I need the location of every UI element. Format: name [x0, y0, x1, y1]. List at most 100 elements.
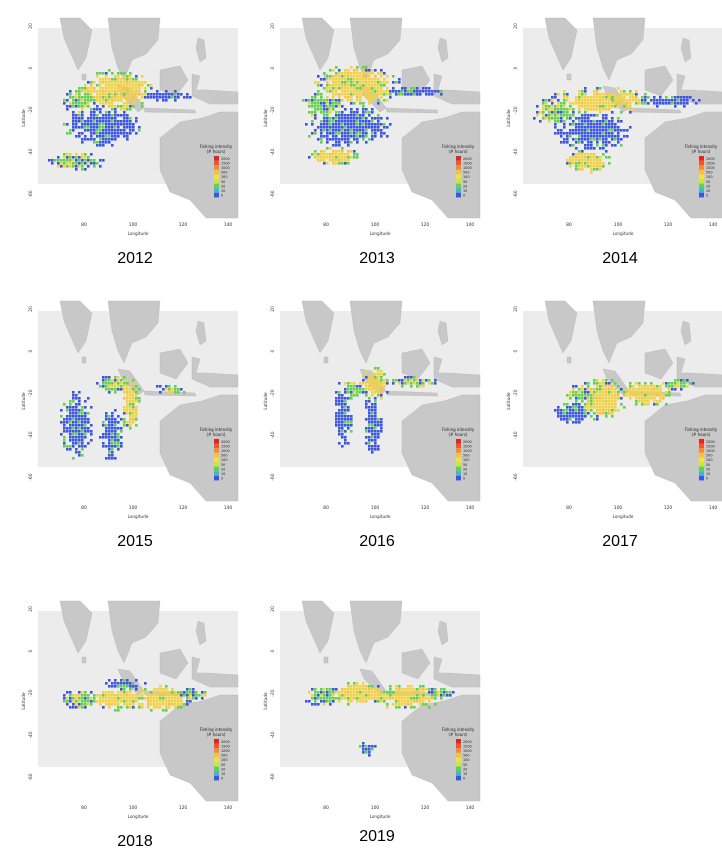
legend-swatch — [214, 775, 219, 781]
x-tick-label: 120 — [179, 805, 188, 811]
fishing-effort-layer — [335, 367, 437, 454]
x-tick-label: 120 — [664, 222, 673, 228]
year-map-panel: Fishing intensity (# hours) 2000 1500 1000 50… — [262, 583, 492, 863]
legend-label: 500 — [221, 171, 227, 175]
land-mass — [544, 17, 578, 71]
year-label: 2013 — [359, 250, 395, 267]
x-tick-label: 140 — [709, 505, 718, 511]
y-tick-label: 20 — [28, 306, 34, 312]
legend-swatch — [214, 183, 219, 189]
year-label: 2016 — [359, 533, 395, 550]
y-axis-label: Latitude — [263, 109, 268, 127]
legend-swatch — [699, 165, 704, 170]
year-map-panel: Fishing intensity (# hours) 2000 1500 1000 50… — [262, 0, 492, 280]
legend-title: Fishing intensity — [200, 144, 233, 149]
y-tick-label: -20 — [28, 106, 34, 113]
y-tick-label: -40 — [513, 148, 519, 155]
legend-swatch — [214, 771, 219, 776]
legend-swatch — [456, 183, 461, 189]
legend-swatch — [699, 174, 704, 179]
year-label: 2012 — [117, 250, 153, 267]
legend-label: 100 — [463, 758, 469, 762]
legend-label: 1000 — [706, 166, 715, 170]
legend-label: 50 — [706, 180, 710, 184]
y-tick-label: -40 — [28, 731, 34, 738]
legend-swatch — [456, 452, 461, 458]
legend-swatch — [214, 165, 219, 170]
legend-label: 100 — [221, 458, 227, 462]
fishing-intensity-map: Fishing intensity (# hours) 2000 1500 1000 50… — [505, 283, 722, 523]
legend-label: 20 — [463, 184, 467, 188]
legend-label: 2000 — [221, 740, 230, 744]
legend-label: 20 — [463, 767, 467, 771]
fishing-intensity-legend: Fishing intensity(# hours)20001500100050… — [200, 427, 233, 481]
legend-swatch — [699, 466, 704, 472]
year-label: 2019 — [359, 828, 395, 845]
legend-swatch — [699, 179, 704, 184]
legend-swatch — [456, 743, 461, 749]
x-axis-label: Longitude — [370, 231, 391, 236]
land-mass — [437, 37, 449, 63]
x-tick-label: 80 — [81, 222, 87, 228]
fishing-effort-layer — [302, 66, 443, 165]
land-mass — [107, 600, 161, 664]
legend-swatch — [699, 439, 704, 444]
legend-swatch — [699, 156, 704, 161]
legend-label: 0 — [221, 477, 223, 481]
fishing-effort-layer — [533, 87, 701, 174]
legend-subtitle: (# hours) — [692, 432, 711, 437]
y-tick-label: -20 — [28, 689, 34, 696]
year-map-panel: Fishing intensity (# hours) 2000 1500 1000 50… — [505, 0, 722, 280]
fishing-effort-layer — [60, 376, 186, 460]
y-tick-label: -40 — [270, 431, 276, 438]
y-tick-label: -60 — [28, 190, 34, 197]
legend-swatch — [214, 739, 219, 744]
legend-label: 1500 — [221, 744, 230, 748]
y-axis-label: Latitude — [263, 392, 268, 410]
legend-swatch — [699, 471, 704, 476]
legend-label: 1500 — [463, 444, 472, 448]
legend-swatch — [699, 183, 704, 189]
land-mass — [191, 73, 239, 105]
land-mass — [195, 37, 207, 63]
legend-swatch — [456, 448, 461, 453]
x-tick-label: 100 — [129, 805, 138, 811]
x-tick-label: 120 — [421, 805, 430, 811]
land-mass — [401, 348, 431, 380]
land-mass — [433, 656, 481, 688]
fishing-intensity-map: Fishing intensity (# hours) 2000 1500 1000 50… — [20, 0, 250, 240]
legend-label: 50 — [221, 763, 225, 767]
y-tick-label: 20 — [270, 306, 276, 312]
legend-swatch — [456, 165, 461, 170]
legend-label: 20 — [221, 467, 225, 471]
year-label: 2015 — [117, 533, 153, 550]
legend-label: 500 — [221, 454, 227, 458]
legend-label: 1000 — [463, 166, 472, 170]
x-axis-label: Longitude — [613, 514, 634, 519]
land-mass — [433, 73, 481, 105]
legend-label: 20 — [463, 467, 467, 471]
legend-swatch — [214, 752, 219, 758]
x-tick-label: 80 — [323, 505, 329, 511]
legend-swatch — [456, 174, 461, 179]
legend-label: 500 — [706, 171, 712, 175]
legend-subtitle: (# hours) — [449, 432, 468, 437]
legend-label: 100 — [463, 175, 469, 179]
y-axis-label: Latitude — [506, 392, 511, 410]
legend-swatch — [456, 757, 461, 762]
legend-swatch — [699, 475, 704, 481]
legend-label: 20 — [221, 767, 225, 771]
legend-label: 50 — [221, 463, 225, 467]
x-tick-label: 120 — [421, 222, 430, 228]
x-tick-label: 100 — [371, 805, 380, 811]
legend-swatch — [214, 748, 219, 753]
y-tick-label: -60 — [513, 190, 519, 197]
y-tick-label: 20 — [270, 23, 276, 29]
legend-label: 10 — [463, 772, 467, 776]
y-tick-label: -60 — [270, 473, 276, 480]
year-map-panel: Fishing intensity (# hours) 2000 1500 1000 50… — [262, 283, 492, 563]
land-mass — [301, 600, 335, 654]
land-mass — [323, 356, 329, 364]
legend-label: 0 — [463, 777, 465, 781]
y-tick-label: -20 — [513, 106, 519, 113]
